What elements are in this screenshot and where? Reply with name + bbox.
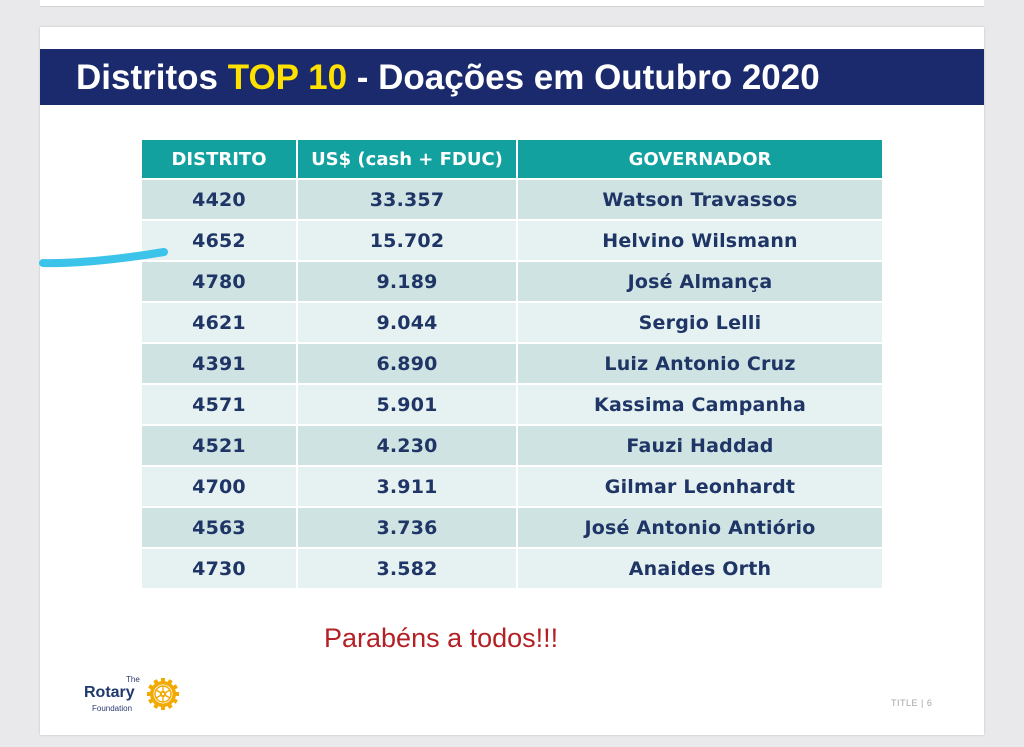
- table-row: 4420 33.357 Watson Travassos: [142, 180, 882, 219]
- logo-foundation-text: Foundation: [92, 704, 133, 713]
- cell-district: 4780: [142, 262, 296, 301]
- cell-governor: José Almança: [516, 262, 882, 301]
- cell-district: 4563: [142, 508, 296, 547]
- cell-governor: Watson Travassos: [516, 180, 882, 219]
- cell-amount: 9.044: [296, 303, 516, 342]
- title-highlight: TOP 10: [227, 58, 348, 97]
- cell-amount: 5.901: [296, 385, 516, 424]
- rotary-wheel-icon: [147, 678, 179, 710]
- cell-district: 4571: [142, 385, 296, 424]
- cell-governor: Helvino Wilsmann: [516, 221, 882, 260]
- previous-slide-edge: [40, 0, 984, 7]
- cell-district: 4521: [142, 426, 296, 465]
- header-amount: US$ (cash + FDUC): [296, 140, 516, 178]
- header-district: DISTRITO: [142, 140, 296, 178]
- cell-amount: 3.582: [296, 549, 516, 588]
- table-row: 4621 9.044 Sergio Lelli: [142, 303, 882, 342]
- header-governor: GOVERNADOR: [516, 140, 882, 178]
- cell-district: 4730: [142, 549, 296, 588]
- slide-footer: TITLE | 6: [891, 698, 933, 708]
- table-header-row: DISTRITO US$ (cash + FDUC) GOVERNADOR: [142, 140, 882, 178]
- slide-title: Distritos TOP 10 - Doações em Outubro 20…: [76, 58, 820, 98]
- table-row: 4571 5.901 Kassima Campanha: [142, 385, 882, 424]
- cell-amount: 3.911: [296, 467, 516, 506]
- congratulations-message: Parabéns a todos!!!: [324, 623, 559, 653]
- cell-district: 4420: [142, 180, 296, 219]
- table-row: 4700 3.911 Gilmar Leonhardt: [142, 467, 882, 506]
- cell-amount: 15.702: [296, 221, 516, 260]
- cell-governor: Kassima Campanha: [516, 385, 882, 424]
- highlighter-marker-stroke: [39, 248, 168, 268]
- cell-governor: José Antonio Antiório: [516, 508, 882, 547]
- cell-governor: Gilmar Leonhardt: [516, 467, 882, 506]
- rotary-foundation-logo: The Rotary Foundation: [84, 675, 184, 715]
- donations-table: DISTRITO US$ (cash + FDUC) GOVERNADOR 44…: [142, 138, 882, 590]
- cell-district: 4391: [142, 344, 296, 383]
- cell-amount: 3.736: [296, 508, 516, 547]
- logo-the-text: The: [126, 675, 140, 684]
- title-bar: Distritos TOP 10 - Doações em Outubro 20…: [40, 49, 984, 105]
- cell-governor: Fauzi Haddad: [516, 426, 882, 465]
- cell-district: 4700: [142, 467, 296, 506]
- table-row: 4563 3.736 José Antonio Antiório: [142, 508, 882, 547]
- slide: Distritos TOP 10 - Doações em Outubro 20…: [40, 27, 984, 735]
- cell-governor: Sergio Lelli: [516, 303, 882, 342]
- cell-governor: Anaides Orth: [516, 549, 882, 588]
- cell-governor: Luiz Antonio Cruz: [516, 344, 882, 383]
- cell-district: 4621: [142, 303, 296, 342]
- title-suffix: - Doações em Outubro 2020: [347, 58, 820, 97]
- table-row: 4730 3.582 Anaides Orth: [142, 549, 882, 588]
- cell-amount: 33.357: [296, 180, 516, 219]
- cell-amount: 6.890: [296, 344, 516, 383]
- table-row: 4391 6.890 Luiz Antonio Cruz: [142, 344, 882, 383]
- title-prefix: Distritos: [76, 58, 228, 97]
- table-row: 4652 15.702 Helvino Wilsmann: [142, 221, 882, 260]
- table-row: 4521 4.230 Fauzi Haddad: [142, 426, 882, 465]
- cell-amount: 9.189: [296, 262, 516, 301]
- cell-amount: 4.230: [296, 426, 516, 465]
- table-row: 4780 9.189 José Almança: [142, 262, 882, 301]
- logo-rotary-text: Rotary: [84, 684, 135, 701]
